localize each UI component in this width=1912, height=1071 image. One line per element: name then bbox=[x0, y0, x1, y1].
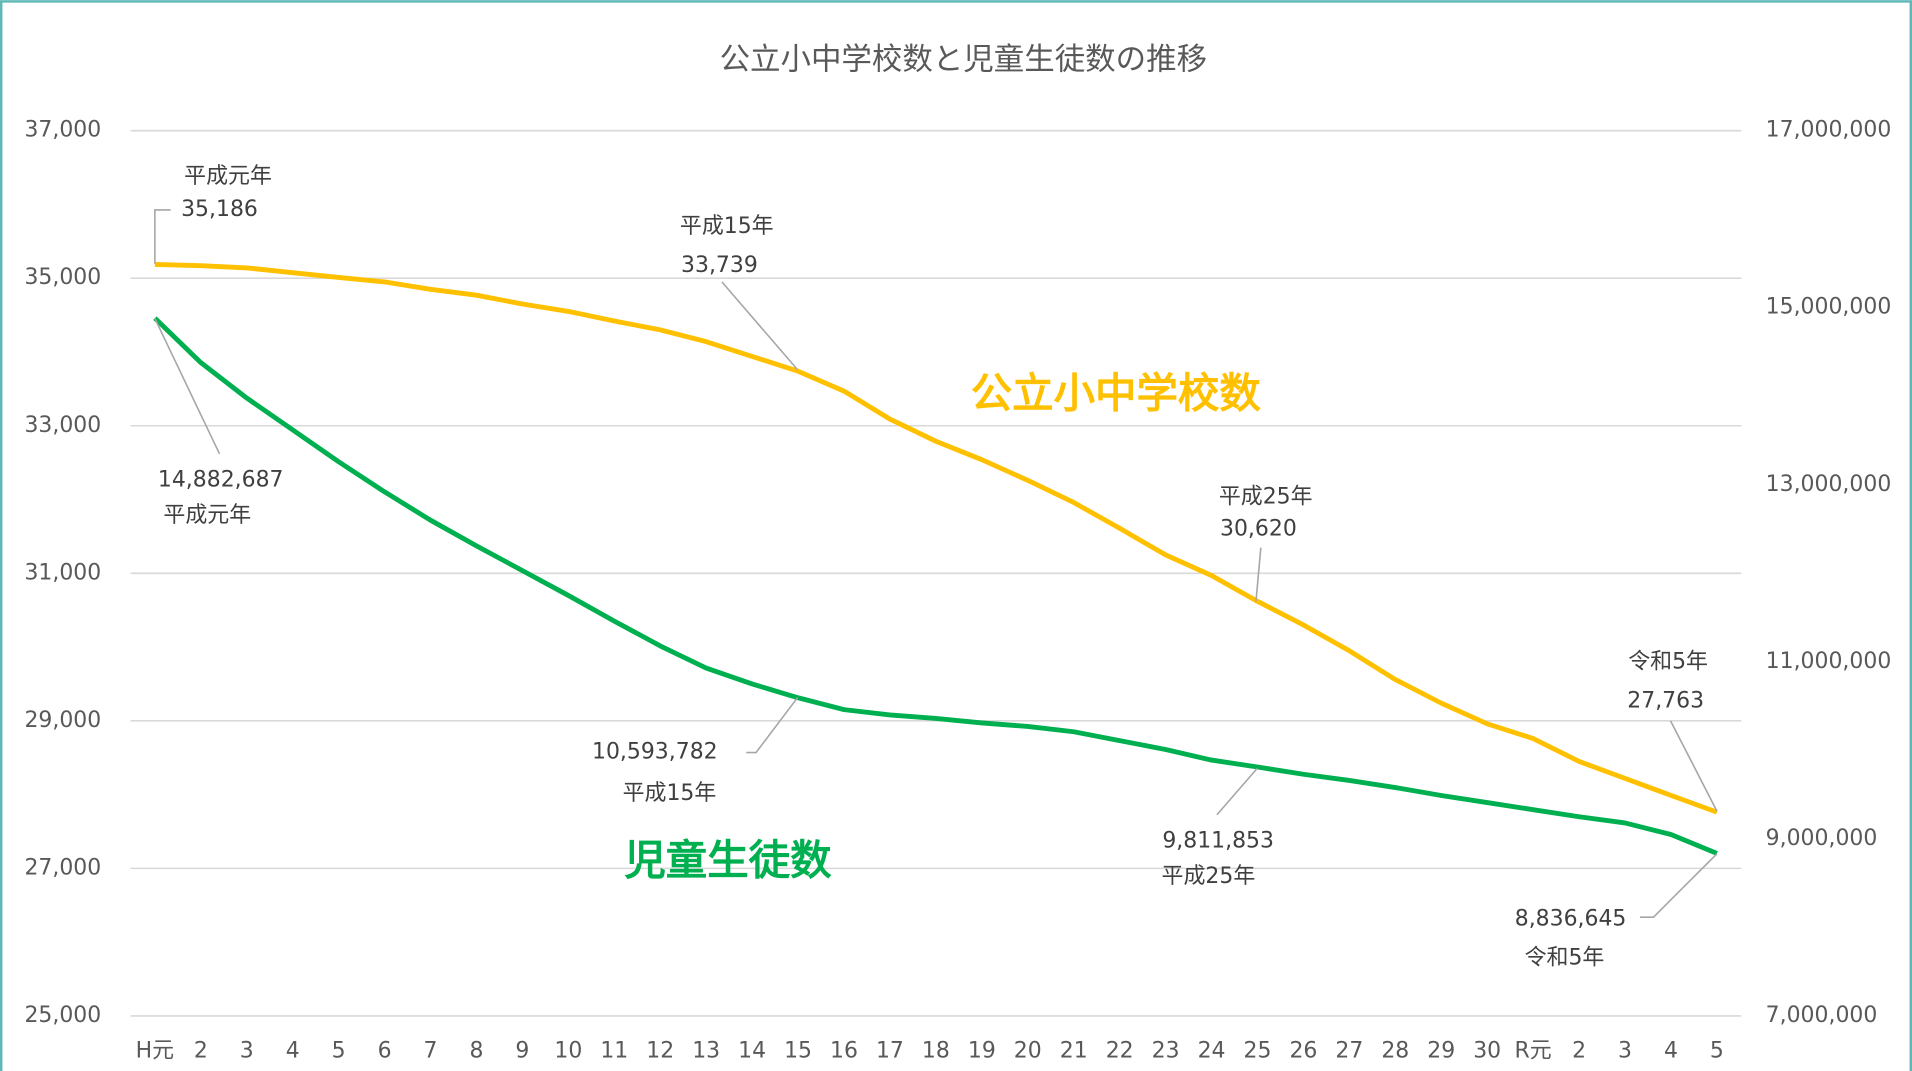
leader-line bbox=[154, 318, 221, 455]
point-label: 令和5年 bbox=[1525, 946, 1605, 971]
x-tick-label: 5 bbox=[332, 1038, 346, 1063]
x-tick-label: 8 bbox=[469, 1038, 483, 1063]
data-label: 33,739 bbox=[681, 253, 758, 278]
point-label: 令和5年 bbox=[1628, 649, 1708, 674]
y2-tick-label: 11,000,000 bbox=[1766, 649, 1892, 674]
x-tick-label: 10 bbox=[554, 1038, 582, 1063]
x-tick-label: 12 bbox=[646, 1038, 674, 1063]
y2-tick-label: 17,000,000 bbox=[1766, 118, 1892, 143]
x-tick-label: 27 bbox=[1335, 1038, 1363, 1063]
y-tick-label: 33,000 bbox=[24, 413, 101, 438]
x-tick-label: 19 bbox=[968, 1038, 996, 1063]
data-label: 14,882,687 bbox=[158, 468, 284, 493]
y-tick-label: 27,000 bbox=[24, 855, 101, 880]
x-tick-label: 23 bbox=[1152, 1038, 1180, 1063]
leader-line bbox=[154, 209, 171, 264]
y2-tick-label: 9,000,000 bbox=[1766, 826, 1878, 851]
x-tick-label: 14 bbox=[738, 1038, 766, 1063]
x-tick-label: 2 bbox=[194, 1038, 208, 1063]
x-tick-label: 18 bbox=[922, 1038, 950, 1063]
leader-line bbox=[1669, 720, 1718, 812]
x-tick-label: 3 bbox=[240, 1038, 254, 1063]
x-tick-label: 16 bbox=[830, 1038, 858, 1063]
x-tick-label: 13 bbox=[692, 1038, 720, 1063]
x-tick-label: 24 bbox=[1198, 1038, 1226, 1063]
y-tick-label: 31,000 bbox=[24, 560, 101, 585]
data-label: 27,763 bbox=[1627, 688, 1704, 713]
x-tick-label: R元 bbox=[1515, 1038, 1552, 1063]
x-tick-label: 30 bbox=[1473, 1038, 1501, 1063]
y2-tick-label: 13,000,000 bbox=[1766, 472, 1892, 497]
point-label: 平成15年 bbox=[680, 214, 774, 239]
x-tick-label: 22 bbox=[1106, 1038, 1134, 1063]
x-tick-label: 4 bbox=[286, 1038, 300, 1063]
x-tick-label: H元 bbox=[136, 1038, 174, 1063]
series-label: 児童生徒数 bbox=[624, 837, 832, 885]
leader-line bbox=[746, 697, 799, 754]
leader-line bbox=[1640, 853, 1718, 918]
series-label: 公立小中学校数 bbox=[971, 369, 1262, 417]
x-tick-label: 3 bbox=[1618, 1038, 1632, 1063]
x-tick-label: 2 bbox=[1572, 1038, 1586, 1063]
x-tick-label: 29 bbox=[1427, 1038, 1455, 1063]
x-tick-label: 20 bbox=[1014, 1038, 1042, 1063]
y2-tick-label: 7,000,000 bbox=[1766, 1003, 1878, 1028]
series-line bbox=[153, 316, 1718, 856]
y-tick-label: 29,000 bbox=[24, 708, 101, 733]
y2-tick-label: 15,000,000 bbox=[1766, 295, 1892, 320]
point-label: 平成元年 bbox=[184, 164, 272, 189]
leader-line bbox=[1216, 767, 1258, 816]
data-label: 30,620 bbox=[1220, 516, 1297, 541]
data-label: 8,836,645 bbox=[1515, 907, 1627, 932]
y-tick-label: 25,000 bbox=[24, 1003, 101, 1028]
data-label: 35,186 bbox=[181, 197, 258, 222]
x-tick-label: 5 bbox=[1710, 1038, 1724, 1063]
series-line bbox=[154, 262, 1718, 815]
x-tick-label: 25 bbox=[1244, 1038, 1272, 1063]
point-label: 平成25年 bbox=[1162, 864, 1256, 889]
chart-title: 公立小中学校数と児童生徒数の推移 bbox=[720, 43, 1208, 78]
x-tick-label: 17 bbox=[876, 1038, 904, 1063]
x-tick-label: 9 bbox=[515, 1038, 529, 1063]
x-tick-label: 28 bbox=[1381, 1038, 1409, 1063]
x-tick-label: 21 bbox=[1060, 1038, 1088, 1063]
point-label: 平成元年 bbox=[163, 503, 251, 528]
data-label: 9,811,853 bbox=[1162, 829, 1274, 854]
x-tick-label: 15 bbox=[784, 1038, 812, 1063]
y-tick-label: 37,000 bbox=[24, 118, 101, 143]
leader-line bbox=[721, 281, 799, 371]
x-tick-label: 6 bbox=[378, 1038, 392, 1063]
y-tick-label: 35,000 bbox=[24, 265, 101, 290]
leader-line bbox=[1255, 547, 1262, 602]
point-label: 平成25年 bbox=[1219, 485, 1313, 510]
x-tick-label: 7 bbox=[424, 1038, 438, 1063]
point-label: 平成15年 bbox=[623, 781, 717, 806]
x-tick-label: 11 bbox=[600, 1038, 628, 1063]
x-tick-label: 26 bbox=[1289, 1038, 1317, 1063]
data-label: 10,593,782 bbox=[592, 740, 718, 765]
x-tick-label: 4 bbox=[1664, 1038, 1678, 1063]
